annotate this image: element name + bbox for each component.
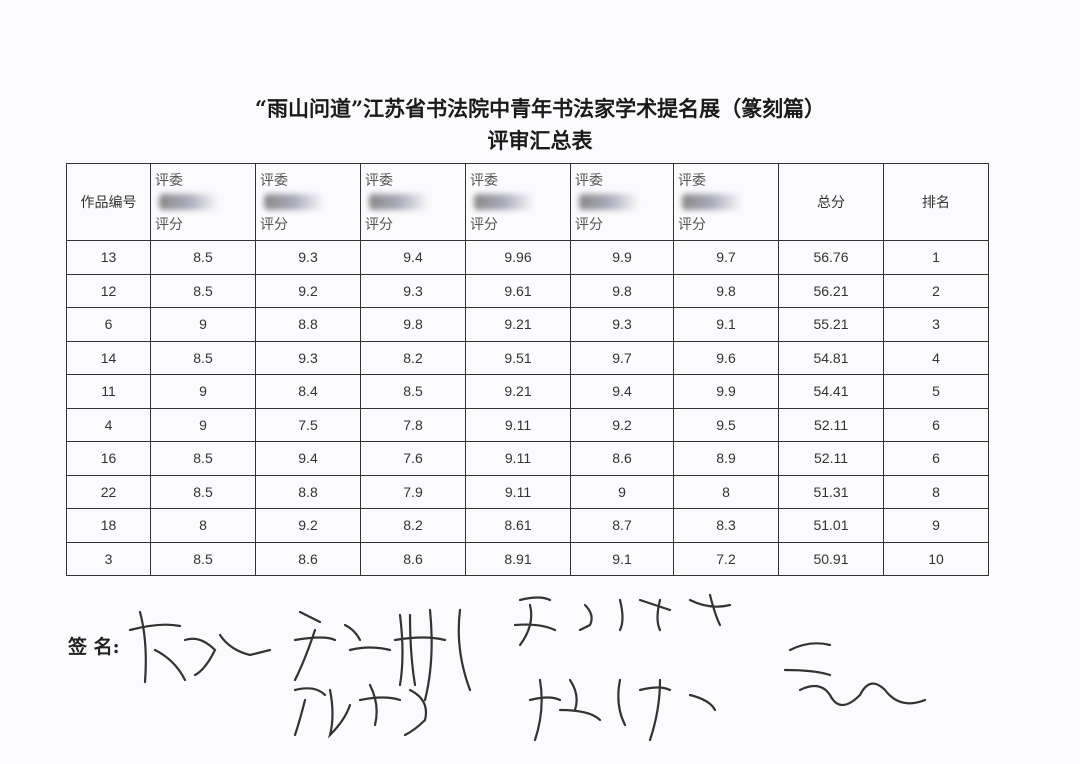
score-cell: 8.6 <box>360 541 466 576</box>
table-row: 13 8.5 9.3 9.4 9.96 9.9 9.7 56.76 1 <box>66 240 989 275</box>
rank-cell: 6 <box>883 441 989 476</box>
document-title: “雨山问道”江苏省书法院中青年书法家学术提名展（篆刻篇） <box>254 96 826 121</box>
total-cell: 51.31 <box>778 474 884 509</box>
header-work-no: 作品编号 <box>66 163 151 241</box>
redacted-name <box>369 194 429 210</box>
score-summary-table: 作品编号 评委 评分 评委 评分 评委 评分 评委 评分 评委 评分 评委 评分 总分 排名… <box>66 163 989 576</box>
score-cell: 7.6 <box>360 441 466 476</box>
header-judge: 评委 评分 <box>255 163 361 241</box>
header-judge: 评委 评分 <box>673 163 779 241</box>
score-cell: 8.61 <box>465 508 571 543</box>
score-cell: 9.2 <box>570 407 674 442</box>
header-judge: 评委 评分 <box>570 163 674 241</box>
score-cell: 9.4 <box>570 374 674 409</box>
table-row: 6 9 8.8 9.8 9.21 9.3 9.1 55.21 3 <box>66 307 989 342</box>
score-cell: 9.11 <box>465 474 571 509</box>
table-row: 18 8 9.2 8.2 8.61 8.7 8.3 51.01 9 <box>66 508 989 543</box>
header-rank: 排名 <box>883 163 989 241</box>
score-cell: 9.61 <box>465 273 571 308</box>
total-cell: 56.76 <box>778 240 884 275</box>
score-cell: 7.2 <box>673 541 779 576</box>
table-row: 4 9 7.5 7.8 9.11 9.2 9.5 52.11 6 <box>66 407 989 442</box>
rank-cell: 2 <box>883 273 989 308</box>
document-subtitle: 评审汇总表 <box>487 128 593 153</box>
score-cell: 8.5 <box>150 441 256 476</box>
score-cell: 8.5 <box>150 240 256 275</box>
score-cell: 9.1 <box>570 541 674 576</box>
work-no-cell: 14 <box>66 340 151 375</box>
table-row: 22 8.5 8.8 7.9 9.11 9 8 51.31 8 <box>66 474 989 509</box>
total-cell: 50.91 <box>778 541 884 576</box>
score-cell: 8.91 <box>465 541 571 576</box>
score-cell: 8.6 <box>570 441 674 476</box>
work-no-cell: 16 <box>66 441 151 476</box>
total-cell: 54.41 <box>778 374 884 409</box>
redacted-name <box>682 194 742 210</box>
redacted-name <box>474 194 534 210</box>
total-cell: 55.21 <box>778 307 884 342</box>
work-no-cell: 12 <box>66 273 151 308</box>
work-no-cell: 13 <box>66 240 151 275</box>
score-cell: 9.9 <box>673 374 779 409</box>
rank-cell: 10 <box>883 541 989 576</box>
score-cell: 8.5 <box>150 474 256 509</box>
score-cell: 9.96 <box>465 240 571 275</box>
score-cell: 8.9 <box>673 441 779 476</box>
table-row: 3 8.5 8.6 8.6 8.91 9.1 7.2 50.91 10 <box>66 541 989 576</box>
redacted-name <box>579 194 639 210</box>
score-cell: 8.7 <box>570 508 674 543</box>
table-row: 12 8.5 9.2 9.3 9.61 9.8 9.8 56.21 2 <box>66 273 989 308</box>
redacted-name <box>159 194 219 210</box>
rank-cell: 1 <box>883 240 989 275</box>
score-cell: 8.8 <box>255 307 361 342</box>
header-total: 总分 <box>778 163 884 241</box>
rank-cell: 3 <box>883 307 989 342</box>
table-row: 14 8.5 9.3 8.2 9.51 9.7 9.6 54.81 4 <box>66 340 989 375</box>
work-no-cell: 3 <box>66 541 151 576</box>
score-cell: 9.8 <box>360 307 466 342</box>
score-cell: 8.2 <box>360 508 466 543</box>
table-row: 16 8.5 9.4 7.6 9.11 8.6 8.9 52.11 6 <box>66 441 989 476</box>
score-cell: 9.7 <box>673 240 779 275</box>
score-cell: 9 <box>570 474 674 509</box>
header-judge: 评委 评分 <box>360 163 466 241</box>
redacted-name <box>264 194 324 210</box>
score-cell: 9.3 <box>255 240 361 275</box>
score-cell: 9.21 <box>465 307 571 342</box>
score-cell: 9 <box>150 374 256 409</box>
score-cell: 8.5 <box>150 273 256 308</box>
score-cell: 9.2 <box>255 508 361 543</box>
work-no-cell: 4 <box>66 407 151 442</box>
signature-label: 签 名: <box>68 636 120 658</box>
total-cell: 54.81 <box>778 340 884 375</box>
score-cell: 9.2 <box>255 273 361 308</box>
score-cell: 9.7 <box>570 340 674 375</box>
header-row: 作品编号 评委 评分 评委 评分 评委 评分 评委 评分 评委 评分 评委 评分 总分 排名 <box>66 163 989 241</box>
score-cell: 8.6 <box>255 541 361 576</box>
score-cell: 9.1 <box>673 307 779 342</box>
header-judge: 评委 评分 <box>465 163 571 241</box>
score-cell: 7.5 <box>255 407 361 442</box>
rank-cell: 6 <box>883 407 989 442</box>
score-cell: 9.4 <box>360 240 466 275</box>
score-cell: 9.4 <box>255 441 361 476</box>
